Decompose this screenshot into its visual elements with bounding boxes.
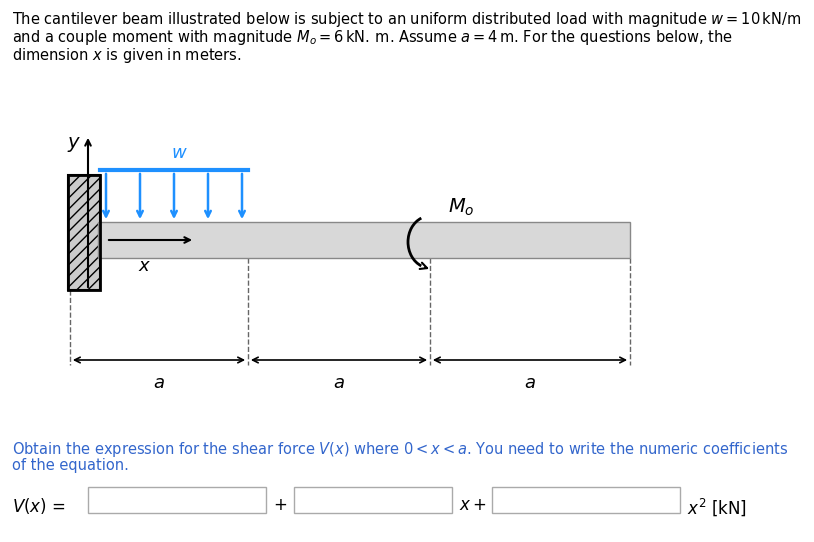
Text: $w$: $w$ (171, 144, 187, 162)
Text: $x$: $x$ (138, 257, 151, 275)
Text: $M_o$: $M_o$ (448, 196, 475, 218)
Bar (88, 487, 266, 513)
Text: Obtain the expression for the shear force $V(x)$ where $0 < x < a$. You need to : Obtain the expression for the shear forc… (12, 440, 788, 459)
Text: $+$: $+$ (273, 496, 287, 514)
Text: $a$: $a$ (153, 374, 165, 392)
Text: The cantilever beam illustrated below is subject to an uniform distributed load : The cantilever beam illustrated below is… (12, 10, 801, 29)
Text: $a$: $a$ (333, 374, 345, 392)
Text: $x +$: $x +$ (459, 496, 487, 514)
Text: $y$: $y$ (67, 136, 81, 154)
Text: of the equation.: of the equation. (12, 458, 129, 473)
Text: $V(x)$ =: $V(x)$ = (12, 496, 66, 516)
Bar (68, 175, 100, 290)
Bar (98, 222, 630, 258)
Text: dimension $x$ is given in meters.: dimension $x$ is given in meters. (12, 46, 242, 65)
Bar (294, 487, 452, 513)
Bar (68, 175, 100, 290)
Text: $a$: $a$ (524, 374, 536, 392)
Bar (492, 487, 680, 513)
Text: and a couple moment with magnitude $M_o = 6\,\mathrm{kN.\,m}$. Assume $a = 4\,\m: and a couple moment with magnitude $M_o … (12, 28, 733, 47)
Text: $x^2\ \mathrm{[kN]}$: $x^2\ \mathrm{[kN]}$ (687, 496, 747, 518)
